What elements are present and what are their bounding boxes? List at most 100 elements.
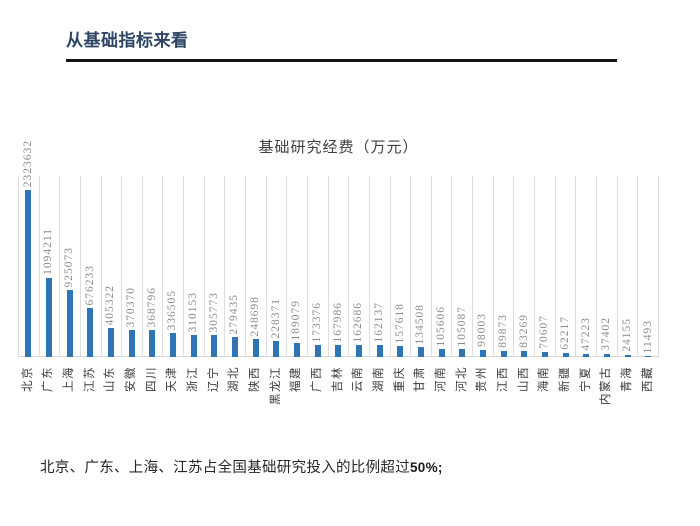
- bar-slot: 62217: [555, 130, 576, 357]
- bar-value-label: 70607: [538, 315, 551, 349]
- bar: [25, 190, 32, 357]
- bar-slot: 248698: [245, 130, 266, 357]
- category-cell: 江苏: [80, 357, 101, 445]
- bar-slot: 2323632: [18, 130, 39, 357]
- bar-value-label: 134508: [414, 303, 427, 345]
- grid-cell: [246, 176, 267, 356]
- bar-value-label: 676233: [83, 264, 96, 306]
- bar-value-label: 162137: [373, 301, 385, 343]
- category-axis: 北京 广东 上海 江苏 山东 安徽 四川 天津 浙江 辽宁 湖北 陕西 黑龙江 福建 广西 吉林 云南 湖南 重庆甘…: [18, 357, 659, 445]
- category-cell: 天津: [163, 357, 184, 445]
- bar-slot: 162686: [349, 130, 370, 357]
- bar: [438, 349, 445, 357]
- bar-slot: 925073: [59, 130, 80, 357]
- bar-value-label: 368796: [145, 286, 158, 328]
- bar-value-label: 105087: [455, 305, 468, 347]
- category-cell: 陕西: [245, 357, 266, 445]
- category-label: 广西: [310, 366, 323, 392]
- category-cell: 云南: [349, 357, 370, 445]
- category-label: 北京: [21, 366, 34, 392]
- bar-value-label: 162686: [352, 301, 365, 343]
- bar-chart: 基础研究经费（万元） 2323632 1094211 925073 676233 405…: [18, 130, 659, 445]
- grid-cell: [618, 176, 639, 356]
- category-label: 辽宁: [207, 366, 220, 392]
- category-cell: 西藏: [638, 357, 659, 445]
- bar-slot: 70607: [535, 130, 556, 357]
- grid-cell: [287, 176, 308, 356]
- bar-value-label: 405322: [104, 284, 117, 326]
- bar-slot: 368796: [142, 130, 163, 357]
- grid-cell: [225, 176, 247, 356]
- category-cell: 新疆: [555, 357, 576, 445]
- bar-slot: 83269: [514, 130, 535, 357]
- category-label: 江西: [497, 366, 510, 392]
- category-label: 天津: [166, 366, 179, 392]
- bar-value-label: 925073: [62, 246, 75, 288]
- category-label: 山西: [517, 366, 530, 392]
- bar-slot: 134508: [411, 130, 432, 357]
- bar: [500, 351, 507, 357]
- bar: [624, 355, 631, 357]
- bar-slot: 676233: [80, 130, 101, 357]
- category-label: 浙江: [186, 366, 199, 392]
- category-cell: 安徽: [121, 357, 142, 445]
- grid-cell: [535, 176, 556, 356]
- bar: [356, 345, 363, 357]
- bar-slot: 189079: [287, 130, 308, 357]
- bar: [46, 278, 52, 357]
- bar-value-label: 47223: [579, 317, 592, 351]
- category-cell: 贵州: [473, 357, 494, 445]
- category-label: 上海: [62, 366, 75, 392]
- bar-slot: 228371: [266, 130, 287, 357]
- bar-value-label: 37402: [600, 317, 613, 351]
- category-label: 宁夏: [579, 366, 592, 392]
- category-label: 云南: [352, 366, 365, 392]
- bar-value-label: 248698: [248, 295, 261, 337]
- category-cell: 吉林: [328, 357, 349, 445]
- grid-cell: [349, 176, 370, 356]
- bar-slot: 105087: [452, 130, 473, 357]
- plot-area: 2323632 1094211 925073 676233 405322 370370 36…: [18, 130, 659, 357]
- bar: [397, 346, 404, 357]
- category-label: 广东: [42, 366, 55, 392]
- bar-value-label: 24155: [621, 318, 634, 352]
- category-cell: 黑龙江: [266, 357, 287, 445]
- bar-value-label: 370370: [124, 286, 137, 328]
- bar-value-label: 83269: [517, 314, 530, 348]
- category-label: 四川: [145, 366, 158, 392]
- bar: [314, 345, 321, 357]
- category-cell: 辽宁: [204, 357, 225, 445]
- grid-cell: [18, 176, 40, 356]
- category-cell: 宁夏: [576, 357, 597, 445]
- bar-slot: 336505: [163, 130, 184, 357]
- bar: [562, 353, 569, 357]
- category-label: 青海: [621, 366, 634, 392]
- page-title: 从基础指标来看: [66, 31, 189, 50]
- bar: [459, 349, 466, 357]
- bar: [480, 350, 487, 357]
- bar-slot: 405322: [101, 130, 122, 357]
- category-label: 海南: [538, 366, 551, 392]
- category-label: 重庆: [393, 366, 406, 392]
- bar: [108, 328, 115, 357]
- category-cell: 广东: [39, 357, 60, 445]
- grid-cell: [40, 176, 61, 356]
- bars-layer: 2323632 1094211 925073 676233 405322 370370 36…: [18, 130, 659, 357]
- bar-slot: 89873: [493, 130, 514, 357]
- bar: [66, 290, 73, 357]
- bar-value-label: 105606: [435, 305, 448, 347]
- bar: [294, 343, 301, 357]
- category-label: 河南: [435, 366, 448, 392]
- footer-highlight: 50%;: [410, 460, 443, 475]
- grid-cell: [308, 176, 329, 356]
- bar: [335, 345, 342, 357]
- grid-cell: [638, 176, 659, 356]
- bar-value-label: 336505: [166, 289, 179, 331]
- category-cell: 福建: [287, 357, 308, 445]
- bar: [376, 345, 383, 357]
- grid-cell: [205, 176, 226, 356]
- category-label: 吉林: [331, 366, 344, 392]
- category-label: 山东: [104, 366, 117, 392]
- grid-cell: [60, 176, 81, 356]
